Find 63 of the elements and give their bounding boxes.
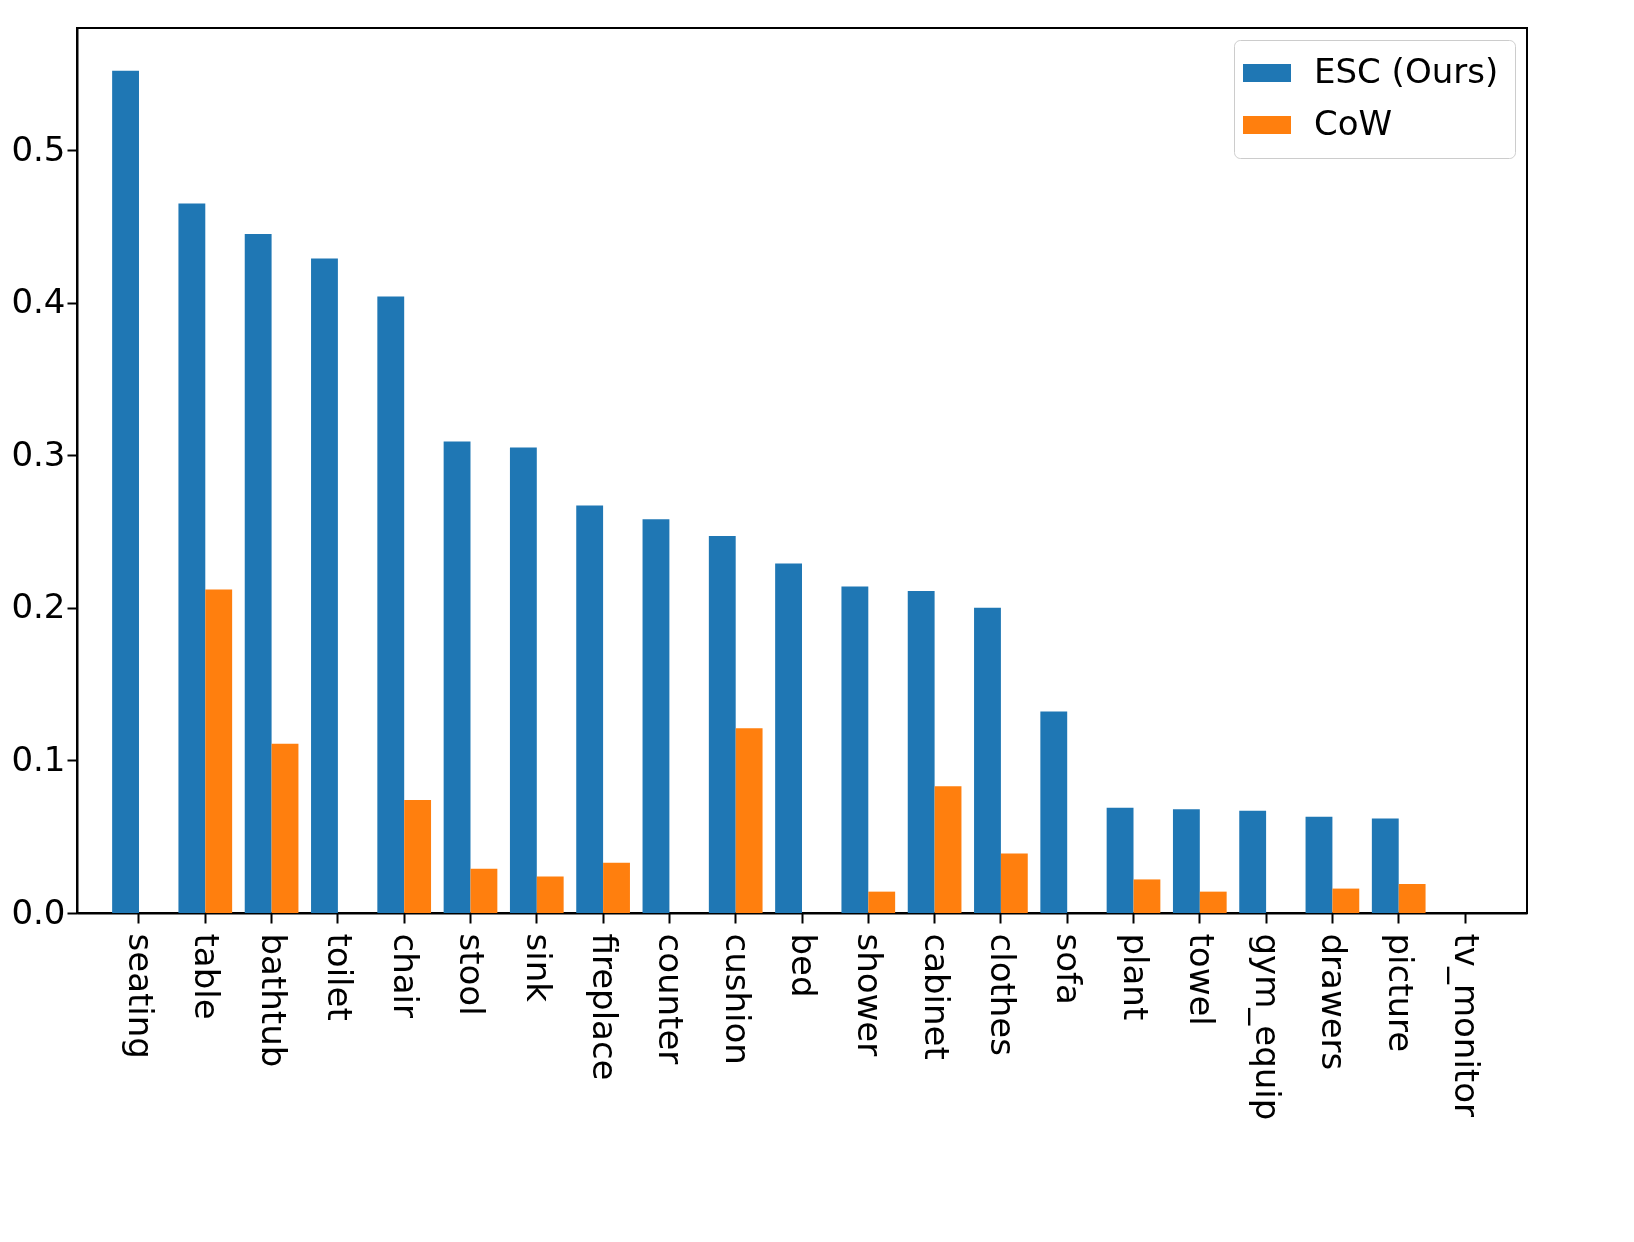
x-tick-label: tv_monitor xyxy=(1447,933,1488,1117)
y-tick-label: 0.2 xyxy=(11,586,66,627)
bar xyxy=(271,743,299,913)
x-tick-label: toilet xyxy=(319,933,360,1021)
y-tick-label: 0.4 xyxy=(11,281,66,322)
bar xyxy=(1371,818,1399,913)
bar xyxy=(470,868,498,913)
y-tick-label: 0.0 xyxy=(11,891,66,932)
x-tick-label: gym_equip xyxy=(1248,933,1289,1121)
x-tick-label: seating xyxy=(120,933,161,1059)
bar xyxy=(1305,816,1333,913)
bar xyxy=(934,786,962,913)
x-tick-label: bed xyxy=(784,933,824,998)
bar xyxy=(311,258,338,913)
x-tick-label: counter xyxy=(651,933,692,1065)
bar xyxy=(1239,810,1267,913)
bar xyxy=(868,891,896,913)
x-tick-label: clothes xyxy=(982,933,1023,1056)
x-tick-label: table xyxy=(187,933,228,1020)
bar xyxy=(443,441,471,913)
bar xyxy=(536,876,564,913)
y-tick-label: 0.3 xyxy=(11,433,66,474)
bar xyxy=(1398,884,1426,913)
bar xyxy=(404,800,432,913)
x-tick-label: chair xyxy=(386,933,427,1019)
x-tick-label: drawers xyxy=(1314,933,1355,1071)
bar xyxy=(576,505,604,913)
x-tick-label: plant xyxy=(1115,933,1156,1021)
bar xyxy=(735,728,763,913)
legend-label: CoW xyxy=(1314,103,1393,143)
x-tick-label: sofa xyxy=(1049,933,1090,1005)
bar xyxy=(112,70,139,913)
bar xyxy=(907,591,935,913)
bar xyxy=(603,862,630,913)
x-tick-label: bathtub xyxy=(253,933,294,1068)
bar xyxy=(775,563,802,913)
x-tick-label: fireplace xyxy=(585,933,626,1081)
x-tick-label: picture xyxy=(1380,933,1421,1053)
bar xyxy=(841,586,869,913)
y-tick-label: 0.5 xyxy=(11,128,66,169)
x-tick-label: stool xyxy=(452,933,493,1016)
x-tick-label: cushion xyxy=(717,933,758,1065)
bar xyxy=(708,536,736,913)
bar xyxy=(244,233,272,913)
legend-label: ESC (Ours) xyxy=(1314,51,1499,91)
x-tick-label: cabinet xyxy=(916,933,957,1060)
x-tick-label: towel xyxy=(1181,933,1222,1026)
x-tick-label: sink xyxy=(518,933,559,1003)
x-tick-label: shower xyxy=(850,933,891,1057)
bar xyxy=(1172,809,1200,913)
bar xyxy=(642,519,670,913)
bar xyxy=(377,296,405,913)
bar xyxy=(1106,807,1134,913)
bar xyxy=(1199,891,1227,913)
y-tick-label: 0.1 xyxy=(11,738,66,779)
bar xyxy=(178,203,206,913)
bar xyxy=(205,589,233,913)
bar xyxy=(1000,853,1028,913)
bar xyxy=(1040,711,1068,913)
bar xyxy=(1133,879,1161,913)
bar xyxy=(974,607,1001,913)
bar xyxy=(1332,888,1360,913)
bar xyxy=(509,447,537,913)
